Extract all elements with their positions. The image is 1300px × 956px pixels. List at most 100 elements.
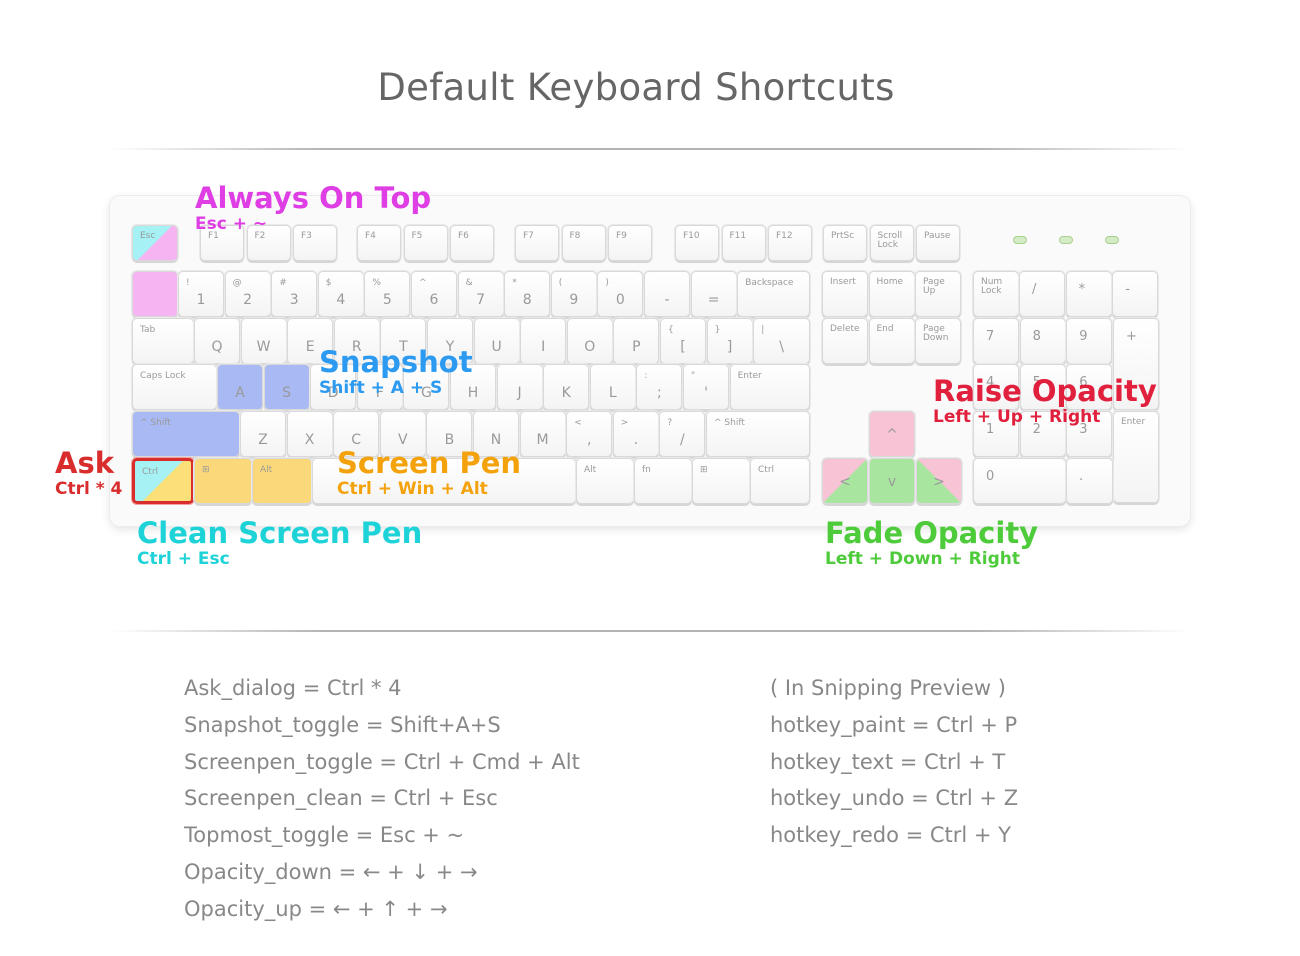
key-legend: Esc [140, 231, 156, 241]
key-np1: 1 [973, 411, 1019, 457]
key-legend: - [1125, 282, 1130, 297]
raise-opacity-combo: Left + Up + Right [933, 407, 1101, 427]
key-f6: F6 [450, 225, 494, 261]
always-on-top-title: Always On Top [195, 181, 432, 215]
key-x: X [286, 411, 333, 457]
key-legend: Home [876, 277, 904, 287]
clean-screen-pen-title: Clean Screen Pen [137, 516, 423, 550]
key-legend: G [420, 385, 432, 401]
key-legend: Page Down [923, 324, 949, 343]
key-legend-small: ! [186, 278, 190, 288]
key-legend-small: * [512, 278, 517, 288]
key-equal: = [690, 271, 737, 317]
key-legend: Caps Lock [140, 371, 186, 381]
screen-pen-combo: Ctrl + Win + Alt [337, 479, 488, 499]
key-q: Q [194, 318, 240, 364]
key-legend: 9 [1079, 329, 1088, 344]
top-divider [110, 148, 1190, 150]
key-legend: Enter [1121, 417, 1146, 427]
key-legend-small: { [668, 325, 674, 335]
key-home: Home [868, 271, 915, 317]
key-legend: - [664, 292, 670, 308]
key-legend: . [1079, 469, 1084, 484]
key-legend: F8 [569, 231, 581, 241]
key-legend-small: } [714, 325, 721, 335]
key-legend: J [517, 385, 522, 401]
key-rbracket: }] [706, 318, 753, 364]
key-legend: Num Lock [981, 277, 1003, 296]
key-legend: N [490, 432, 502, 448]
key-scroll-lock: Scroll Lock [869, 225, 914, 261]
key-n1: ! 1 [178, 271, 224, 317]
key-legend: Backspace [745, 278, 794, 288]
key-np-enter: Enter [1113, 411, 1159, 503]
key-legend: 5 [382, 292, 392, 308]
key-fn: fn [634, 458, 692, 504]
key-legend: 2 [243, 292, 253, 308]
annotation-raise-opacity: Raise Opacity Left + Up + Right [933, 375, 1157, 427]
key-legend: Z [258, 432, 268, 448]
key-np-dot: . [1066, 458, 1113, 504]
list-item: Topmost_toggle = Esc + ~ [184, 823, 465, 848]
key-legend-small: $ [325, 278, 332, 288]
key-n: N [473, 411, 519, 457]
key-legend-small: < [574, 418, 582, 428]
key-w: W [240, 318, 287, 364]
key-f5: F5 [403, 225, 448, 261]
key-legend: Enter [737, 371, 762, 381]
key-h: H [450, 364, 496, 410]
key-legend: Delete [830, 324, 860, 334]
key-np6: 6 [1066, 364, 1113, 410]
key-t: T [380, 318, 427, 364]
key-legend: I [541, 339, 546, 355]
key-legend: Q [211, 339, 223, 355]
always-on-top-combo: Esc + ~ [195, 214, 268, 234]
key-legend-small: & [465, 278, 473, 288]
key-esc: Esc [132, 225, 178, 261]
annotation-snapshot: Snapshot Shift + A + S [319, 346, 473, 398]
key-c: C [333, 411, 380, 457]
key-legend: F5 [411, 231, 423, 241]
key-legend: [ [680, 339, 686, 355]
key-legend-small: ( [558, 278, 563, 288]
list-item: hotkey_text = Ctrl + T [770, 749, 1006, 774]
key-legend: E [305, 339, 315, 355]
key-z: Z [240, 411, 286, 457]
key-legend: / [680, 432, 685, 448]
key-legend: 8 [522, 292, 532, 308]
caps-lock-led [1059, 236, 1073, 244]
key-legend: 5 [1032, 375, 1041, 390]
key-end: End [868, 318, 915, 364]
key-np-div: / [1019, 271, 1065, 317]
key-legend: . [633, 432, 639, 448]
key-legend: ⊞ [700, 465, 708, 475]
key-legend: 0 [615, 292, 625, 308]
key-semicolon: :; [636, 364, 683, 410]
key-r: R [333, 318, 380, 364]
key-legend: F6 [458, 231, 469, 241]
key-lctrl: Ctrl [132, 458, 194, 504]
ask-title: Ask [55, 446, 114, 480]
key-legend: ' [704, 385, 708, 401]
key-j: J [496, 364, 543, 410]
key-n2: @2 [224, 271, 271, 317]
key-legend: Page Up [923, 277, 945, 296]
key-legend-small: | [761, 325, 765, 335]
key-legend: F4 [365, 231, 376, 241]
key-legend: 7 [986, 329, 995, 344]
screen-pen-title: Screen Pen [337, 446, 522, 480]
key-legend: F3 [301, 231, 312, 241]
key-legend: F2 [254, 231, 266, 241]
key-enter: Enter [729, 364, 810, 410]
key-np2: 2 [1019, 411, 1066, 457]
key-legend: 8 [1032, 329, 1041, 344]
key-legend: 9 [569, 292, 579, 308]
key-legend-small: > [620, 418, 629, 428]
key-legend: ^ Shift [714, 418, 745, 428]
key-page-up: Page Up [915, 271, 961, 317]
key-np4: 4 [973, 364, 1019, 410]
key-f9: F9 [608, 225, 652, 261]
key-minus: - [644, 271, 690, 317]
key-n5: % 5 [364, 271, 411, 317]
key-tilde [132, 271, 178, 317]
